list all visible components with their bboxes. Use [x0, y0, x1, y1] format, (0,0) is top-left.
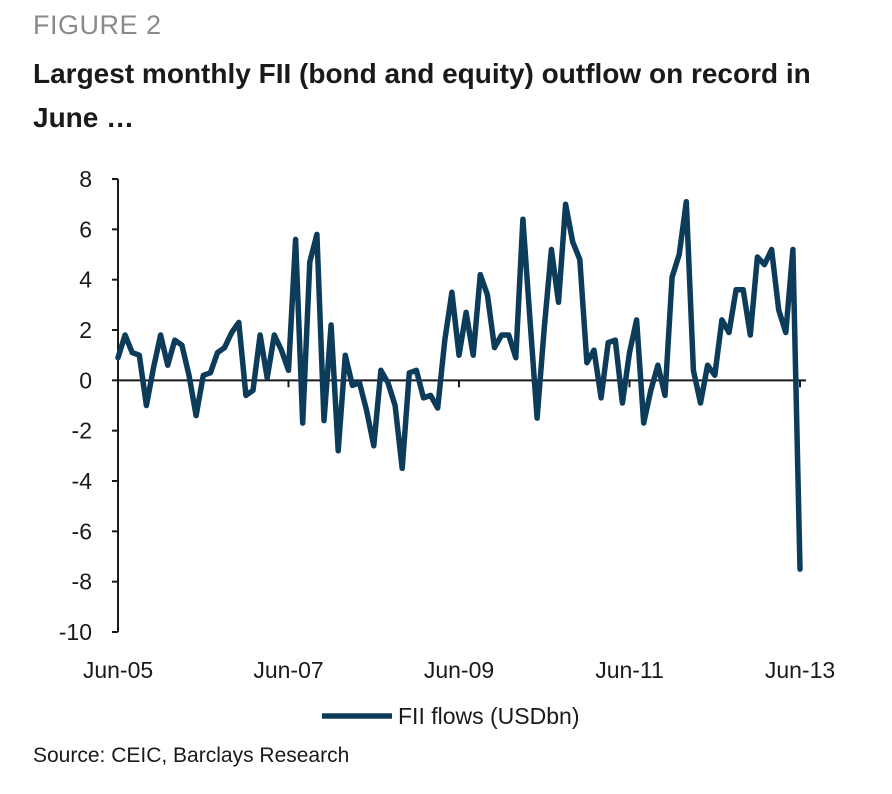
y-tick-label: -6: [72, 518, 92, 544]
x-tick-label: Jun-07: [253, 657, 323, 683]
y-tick-label: -8: [72, 569, 92, 595]
y-tick-label: -4: [72, 468, 93, 494]
x-tick-label: Jun-11: [595, 657, 664, 683]
y-tick-label: 4: [79, 267, 92, 293]
x-axis: Jun-05 Jun-07 Jun-09 Jun-11 Jun-13: [83, 379, 835, 683]
source-note: Source: CEIC, Barclays Research: [33, 744, 350, 767]
y-tick-label: 0: [79, 367, 92, 393]
legend: FII flows (USDbn): [322, 703, 579, 729]
y-tick-label: -10: [59, 619, 92, 645]
y-tick-label: -2: [72, 418, 92, 444]
y-tick-label: 8: [79, 166, 92, 192]
chart-title: Largest monthly FII (bond and equity) ou…: [33, 58, 811, 133]
series-lines: [115, 198, 803, 572]
y-axis: 8 6 4 2 0 -2 -4 -6 -8 -10: [59, 166, 119, 645]
x-tick-label: Jun-13: [765, 657, 835, 683]
y-tick-label: 2: [79, 317, 92, 343]
series-line-0: [115, 198, 803, 572]
x-tick-label: Jun-05: [83, 657, 153, 683]
legend-label: FII flows (USDbn): [398, 703, 579, 729]
x-tick-label: Jun-09: [424, 657, 494, 683]
figure-label: FIGURE 2: [33, 10, 162, 40]
y-tick-label: 6: [79, 216, 92, 242]
